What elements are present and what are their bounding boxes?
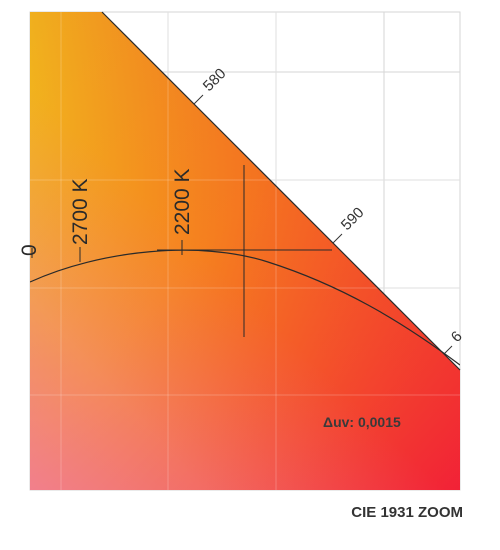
planckian-locus [30, 249, 460, 366]
figure-caption: CIE 1931 ZOOM [351, 504, 463, 521]
spectral-locus [101, 11, 461, 371]
duv-annotation: Δuv: 0,0015 [323, 414, 401, 430]
crosshair-marker [157, 165, 332, 337]
grid-overlay [30, 12, 460, 490]
cct-label-2200k: 2200 K [171, 168, 194, 235]
cct-label-2700k: 2700 K [69, 178, 92, 245]
cct-ticks [31, 240, 183, 262]
wavelength-ticks [193, 94, 453, 355]
cct-label-edge-fragment: 0 [18, 244, 41, 256]
gamut-region [30, 12, 460, 490]
